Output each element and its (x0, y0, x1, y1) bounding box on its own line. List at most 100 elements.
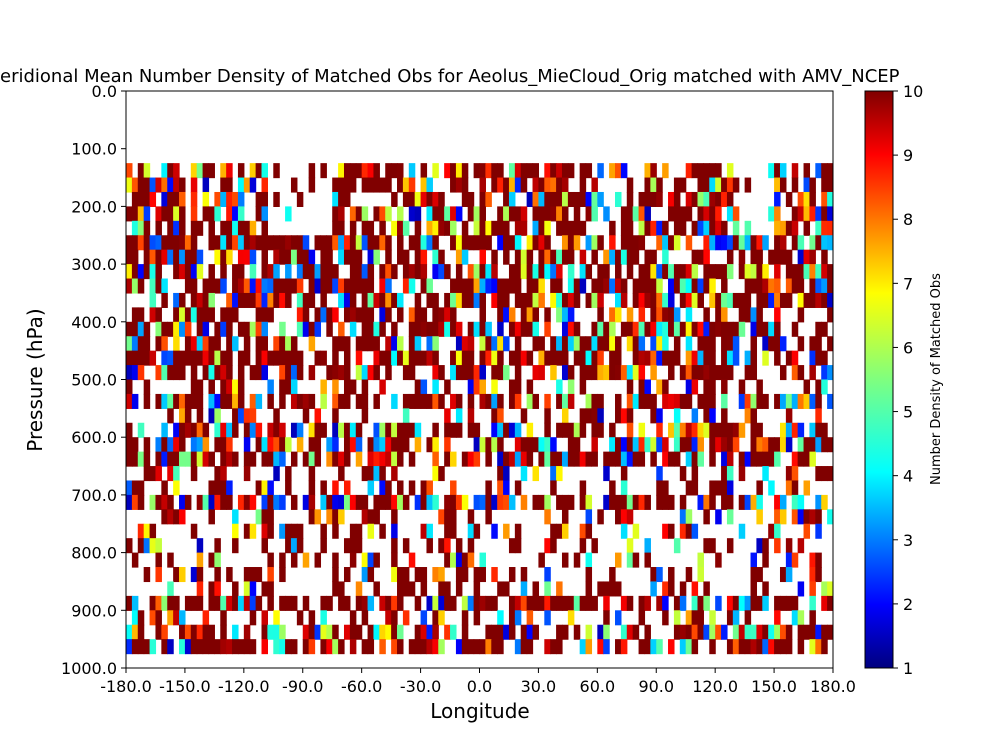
heatmap-cell (296, 235, 304, 251)
heatmap-cell (620, 408, 628, 424)
heatmap-cell (827, 437, 833, 453)
heatmap-cell (750, 624, 758, 640)
heatmap-cell (214, 480, 221, 496)
heatmap-cell (126, 624, 133, 640)
heatmap-cell (391, 437, 398, 453)
heatmap-cell (432, 292, 439, 308)
heatmap-cell (267, 595, 274, 611)
heatmap-cell (320, 610, 327, 626)
heatmap-cell (279, 523, 286, 539)
heatmap-cell (709, 235, 716, 251)
heatmap-cell (455, 278, 463, 294)
heatmap-cell (479, 264, 486, 280)
heatmap-cell (503, 523, 510, 539)
heatmap-cell (143, 321, 151, 337)
heatmap-cell (208, 163, 215, 179)
heatmap-cell (650, 264, 657, 280)
heatmap-cell (491, 292, 498, 308)
heatmap-cell (579, 451, 587, 467)
heatmap-cell (385, 249, 392, 265)
heatmap-cell (349, 422, 357, 438)
heatmap-cell (508, 278, 516, 294)
heatmap-cell (373, 393, 380, 409)
heatmap-cell (137, 264, 145, 280)
heatmap-cell (791, 480, 799, 496)
heatmap-cell (285, 278, 292, 294)
heatmap-cell (597, 639, 604, 655)
heatmap-cell (267, 494, 274, 510)
heatmap-cell (603, 321, 610, 337)
heatmap-cell (662, 235, 669, 251)
heatmap-cell (526, 379, 534, 395)
heatmap-cell (544, 249, 551, 265)
heatmap-cell (455, 249, 463, 265)
colorbar-tick-label: 6 (903, 338, 913, 357)
heatmap-cell (738, 393, 746, 409)
heatmap-cell (591, 538, 598, 554)
heatmap-cell (556, 350, 563, 366)
heatmap-cell (591, 321, 598, 337)
heatmap-cell (550, 595, 557, 611)
heatmap-cell (444, 581, 451, 597)
heatmap-cell (379, 278, 386, 294)
heatmap-cell (438, 466, 445, 482)
heatmap-cell (444, 595, 451, 611)
heatmap-cell (615, 307, 622, 323)
heatmap-cell (155, 567, 162, 583)
heatmap-cell (320, 350, 327, 366)
heatmap-cell (397, 307, 404, 323)
heatmap-cell (508, 206, 516, 222)
heatmap-cell (567, 191, 575, 207)
heatmap-cell (196, 451, 204, 467)
heatmap-cell (803, 220, 811, 236)
heatmap-cell (397, 480, 404, 496)
heatmap-cell (779, 567, 787, 583)
heatmap-cell (420, 249, 428, 265)
heatmap-cell (497, 163, 504, 179)
heatmap-cell (715, 595, 722, 611)
heatmap-cell (273, 264, 280, 280)
heatmap-cell (349, 206, 357, 222)
heatmap-cell (438, 639, 445, 655)
heatmap-cell (167, 235, 174, 251)
heatmap-cell (355, 249, 363, 265)
heatmap-cell (126, 437, 133, 453)
heatmap-cell (638, 307, 646, 323)
heatmap-cell (220, 451, 227, 467)
heatmap-cell (408, 350, 416, 366)
heatmap-cell (167, 466, 174, 482)
heatmap-cell (267, 552, 274, 568)
heatmap-cell (149, 278, 157, 294)
heatmap-cell (550, 191, 557, 207)
heatmap-cell (709, 336, 716, 352)
heatmap-cell (202, 163, 210, 179)
heatmap-cell (455, 264, 463, 280)
heatmap-cell (179, 307, 186, 323)
heatmap-cell (220, 321, 227, 337)
heatmap-cell (196, 595, 204, 611)
heatmap-cell (279, 451, 286, 467)
heatmap-cell (774, 206, 781, 222)
heatmap-cell (644, 538, 651, 554)
heatmap-cell (137, 350, 145, 366)
heatmap-cell (491, 220, 498, 236)
heatmap-cell (762, 437, 769, 453)
heatmap-cell (332, 220, 339, 236)
heatmap-cell (585, 393, 593, 409)
heatmap-cell (620, 220, 628, 236)
heatmap-cell (485, 494, 492, 510)
heatmap-cell (126, 365, 133, 381)
heatmap-cell (420, 379, 428, 395)
heatmap-cell (155, 206, 162, 222)
heatmap-cell (190, 264, 198, 280)
heatmap-cell (131, 235, 139, 251)
heatmap-cell (691, 437, 699, 453)
heatmap-cell (532, 177, 540, 193)
heatmap-cell (762, 451, 769, 467)
x-axis-label: Longitude (430, 699, 529, 723)
heatmap-cell (573, 220, 581, 236)
heatmap-cell (420, 639, 428, 655)
heatmap-cell (556, 220, 563, 236)
heatmap-cell (668, 581, 675, 597)
heatmap-cell (685, 321, 693, 337)
